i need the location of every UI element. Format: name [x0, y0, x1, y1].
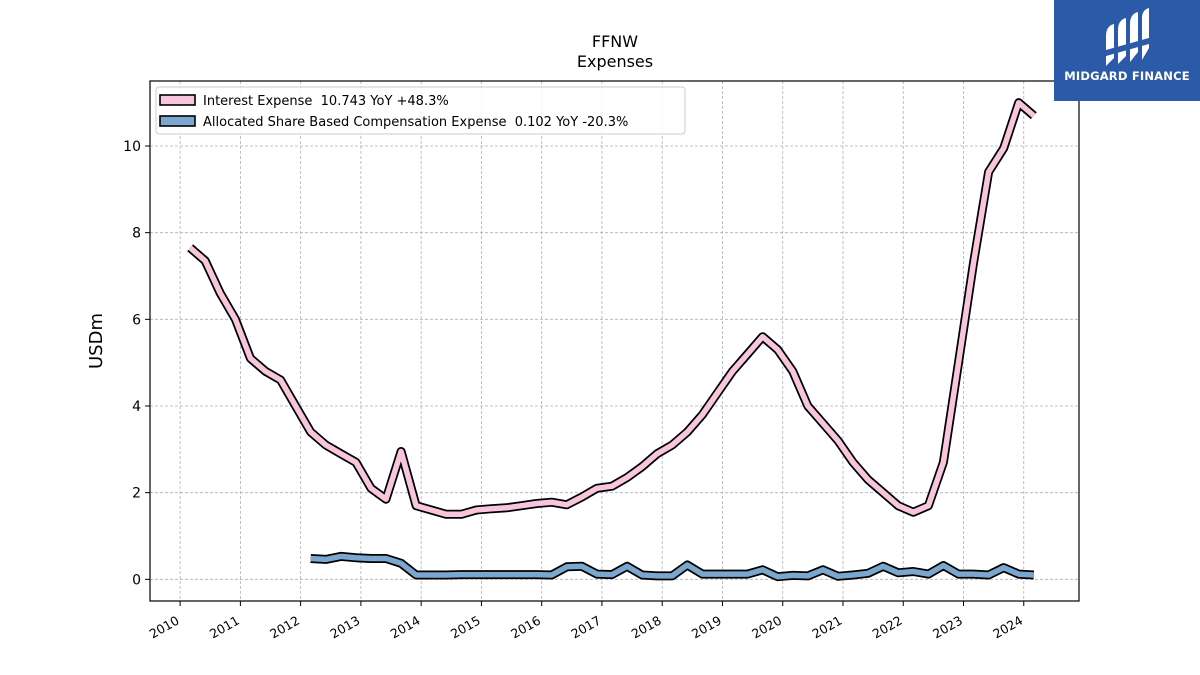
midgard-finance-logo: MIDGARD FINANCE	[1054, 0, 1200, 101]
x-tick-label: 2013	[327, 613, 362, 642]
legend: Interest Expense 10.743 YoY +48.3% Alloca…	[155, 86, 686, 135]
x-tick-label: 2018	[629, 613, 664, 642]
x-tick-label: 2024	[990, 613, 1025, 642]
chart-title: FFNW	[592, 32, 638, 51]
x-tick-label: 2010	[147, 613, 182, 642]
y-tick-label: 10	[123, 139, 141, 155]
x-tick-label: 2020	[749, 613, 784, 642]
y-tick-label: 0	[132, 572, 141, 588]
series-lines	[187, 98, 1037, 582]
x-tick-label: 2019	[689, 613, 724, 642]
legend-swatch	[159, 94, 196, 106]
gridlines	[150, 81, 1079, 601]
plot-frame	[149, 80, 1080, 602]
series-0	[187, 98, 1037, 519]
x-tick-label: 2022	[870, 613, 905, 642]
midgard-logo-icon	[1106, 8, 1149, 66]
x-tick-label: 2011	[207, 613, 242, 642]
y-tick-label: 4	[132, 399, 141, 415]
y-tick-label: 6	[132, 312, 141, 328]
series-line	[310, 553, 1034, 580]
x-tick-label: 2017	[568, 613, 603, 642]
logo-text: MIDGARD FINANCE	[1064, 69, 1190, 83]
y-tick-label: 8	[132, 226, 141, 242]
x-tick-label: 2016	[508, 613, 543, 642]
x-tick-label: 2015	[448, 613, 483, 642]
series-line-outline	[187, 98, 1037, 519]
chart-subtitle: Expenses	[577, 52, 653, 71]
y-axis-label: USDm	[86, 313, 107, 369]
legend-entry-label: Allocated Share Based Compensation Expen…	[203, 115, 628, 130]
legend-box	[155, 86, 686, 135]
series-1	[310, 551, 1035, 582]
legend-swatch	[159, 115, 196, 127]
legend-entry-label: Interest Expense 10.743 YoY +48.3%	[203, 94, 449, 109]
x-tick-label: 2012	[267, 613, 302, 642]
x-tick-label: 2021	[809, 613, 844, 642]
x-tick-label: 2014	[388, 613, 423, 642]
y-tick-label: 2	[132, 486, 141, 502]
series-line	[188, 99, 1036, 518]
x-tick-label: 2023	[930, 613, 965, 642]
